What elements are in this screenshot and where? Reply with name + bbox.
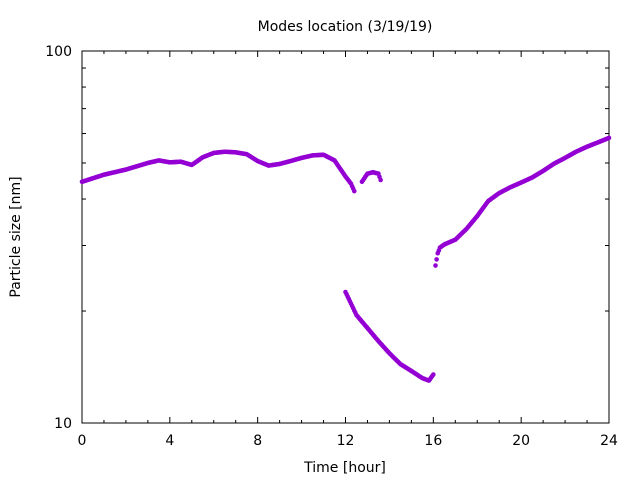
data-markers	[79, 135, 612, 383]
data-point	[351, 188, 357, 194]
x-axis-ticks: 0 4 8 12 16 20 24	[78, 51, 618, 449]
x-axis-label: Time [hour]	[303, 460, 386, 476]
y-axis-ticks: 10 100	[45, 44, 609, 432]
y-tick-label: 100	[45, 44, 72, 60]
chart-title: Modes location (3/19/19)	[258, 19, 433, 35]
data-point	[433, 263, 438, 268]
data-point	[606, 135, 612, 141]
plot-area	[81, 50, 610, 424]
data-point	[434, 257, 439, 262]
x-tick-label: 16	[424, 433, 442, 449]
x-tick-label: 24	[600, 433, 618, 449]
x-tick-label: 0	[78, 433, 87, 449]
x-tick-label: 12	[337, 433, 355, 449]
x-tick-label: 20	[512, 433, 530, 449]
data-point	[431, 372, 436, 377]
y-tick-label: 10	[54, 416, 72, 432]
y-axis-label: Particle size [nm]	[8, 176, 24, 297]
x-tick-label: 8	[253, 433, 262, 449]
data-point	[378, 177, 383, 183]
x-tick-label: 4	[165, 433, 174, 449]
